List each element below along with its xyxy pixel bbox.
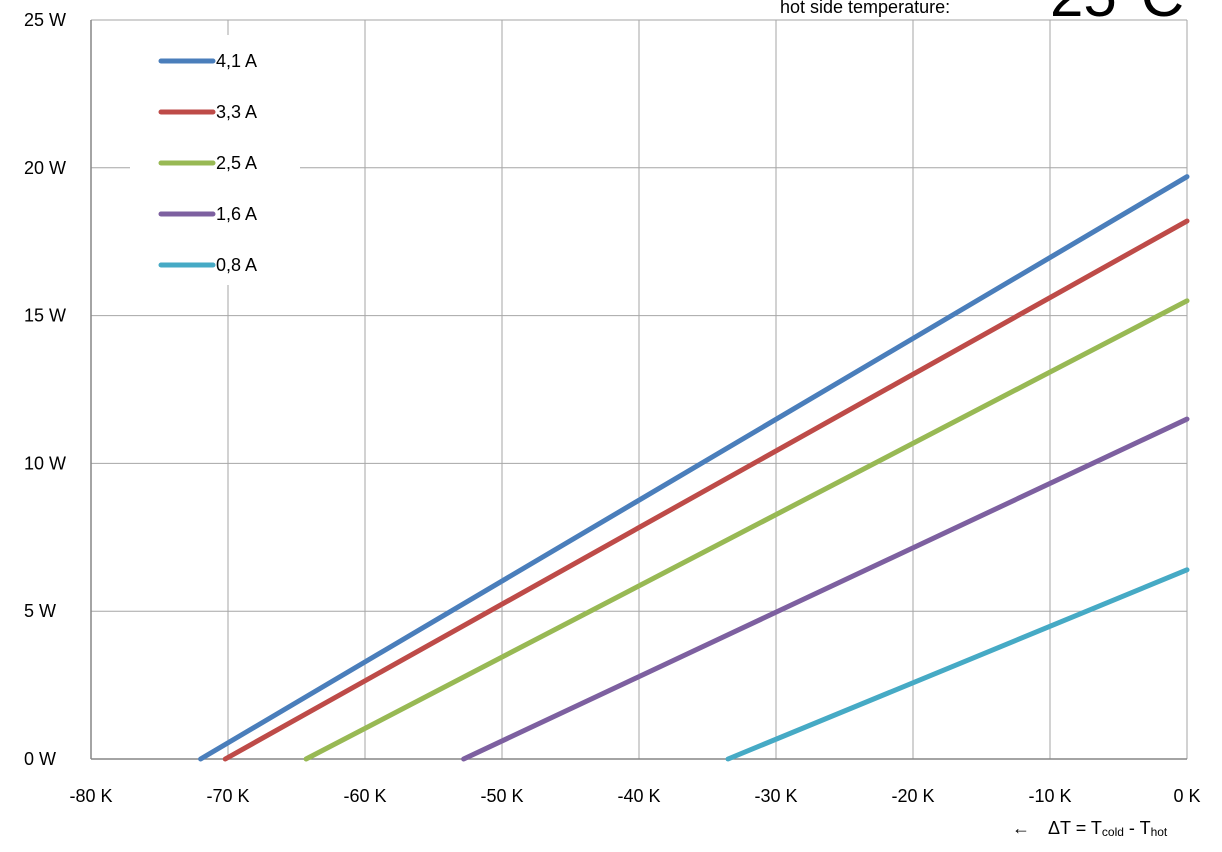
hot-side-temperature-label: hot side temperature: bbox=[780, 0, 951, 17]
delta-t-label: ΔT = T bbox=[1048, 818, 1102, 838]
minus-t-label: - T bbox=[1123, 818, 1151, 838]
x-axis-label: ← ΔT = Tcold - Thot bbox=[1012, 818, 1167, 839]
series-line bbox=[725, 567, 1190, 762]
series-line bbox=[303, 298, 1190, 762]
y-axis-ticks: 0 W 5 W 10 W 15 W 20 W 25 W bbox=[24, 10, 66, 769]
x-tick-label: -10 K bbox=[1028, 786, 1071, 806]
legend-label: 0,8 A bbox=[216, 255, 257, 275]
legend: 4,1 A 3,3 A 2,5 A 1,6 A 0,8 A bbox=[130, 35, 300, 285]
grid bbox=[90, 19, 1188, 760]
x-tick-label: 0 K bbox=[1173, 786, 1200, 806]
x-tick-label: -40 K bbox=[617, 786, 660, 806]
series-line bbox=[222, 218, 1190, 762]
x-tick-label: -50 K bbox=[480, 786, 523, 806]
series-lines bbox=[198, 174, 1190, 762]
hot-subscript: hot bbox=[1150, 825, 1168, 839]
y-tick-label: 25 W bbox=[24, 10, 66, 30]
legend-label: 1,6 A bbox=[216, 204, 257, 224]
y-tick-label: 10 W bbox=[24, 453, 66, 473]
cold-subscript: cold bbox=[1101, 825, 1124, 839]
hot-side-temperature-value: 25°C bbox=[1050, 0, 1184, 26]
y-tick-label: 15 W bbox=[24, 306, 66, 326]
legend-label: 2,5 A bbox=[216, 153, 257, 173]
y-tick-label: 20 W bbox=[24, 158, 66, 178]
x-tick-label: -20 K bbox=[891, 786, 934, 806]
x-tick-label: -30 K bbox=[754, 786, 797, 806]
y-tick-label: 0 W bbox=[24, 749, 56, 769]
x-tick-label: -60 K bbox=[343, 786, 386, 806]
x-tick-label: -70 K bbox=[206, 786, 249, 806]
x-tick-label: -80 K bbox=[69, 786, 112, 806]
x-axis-ticks: -80 K -70 K -60 K -50 K -40 K -30 K -20 K -10 K… bbox=[69, 786, 1200, 806]
legend-label: 4,1 A bbox=[216, 51, 257, 71]
series-line bbox=[461, 416, 1190, 762]
left-arrow-icon: ← bbox=[1012, 818, 1030, 838]
legend-box bbox=[130, 35, 300, 285]
legend-label: 3,3 A bbox=[216, 102, 257, 122]
y-tick-label: 5 W bbox=[24, 601, 56, 621]
series-line bbox=[198, 174, 1190, 762]
